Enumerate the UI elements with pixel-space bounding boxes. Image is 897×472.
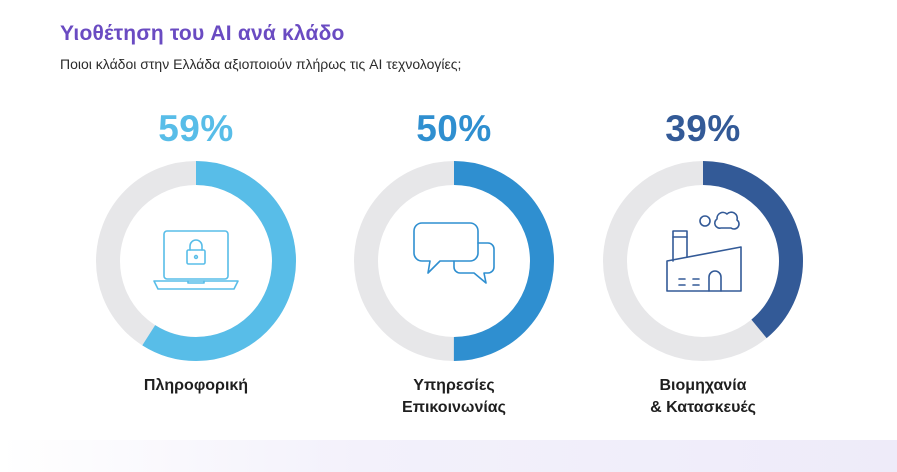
sector-label: Υπηρεσίες Επικοινωνίας [402,377,506,416]
laptop-lock-icon [153,230,239,290]
page-title: Υιοθέτηση του AI ανά κλάδο [60,22,345,45]
sector-services: 50% Υπηρεσίες Επικοινωνίας [344,100,564,419]
donut-ring [354,161,554,361]
footer-band [0,440,897,472]
donut-ring [603,161,803,361]
value-label: 59% [158,108,234,149]
donut-arc [603,161,803,361]
page-subtitle: Ποιοι κλάδοι στην Ελλάδα αξιοποιούν πλήρ… [60,56,462,72]
value-label: 50% [416,108,492,149]
sector-label: Πληροφορική [143,377,249,394]
sector-label: Βιομηχανία & Κατασκευές [650,377,756,416]
donut-arc [96,161,296,361]
donut-arc [354,161,554,361]
sector-it: 59% Πληροφορική [86,100,306,397]
sector-industry: 39% Βιομηχανία & Κατασκευές [593,100,813,419]
donut-ring [96,161,296,361]
chat-bubbles-icon [413,222,495,284]
factory-icon [666,211,742,292]
value-label: 39% [665,108,741,149]
